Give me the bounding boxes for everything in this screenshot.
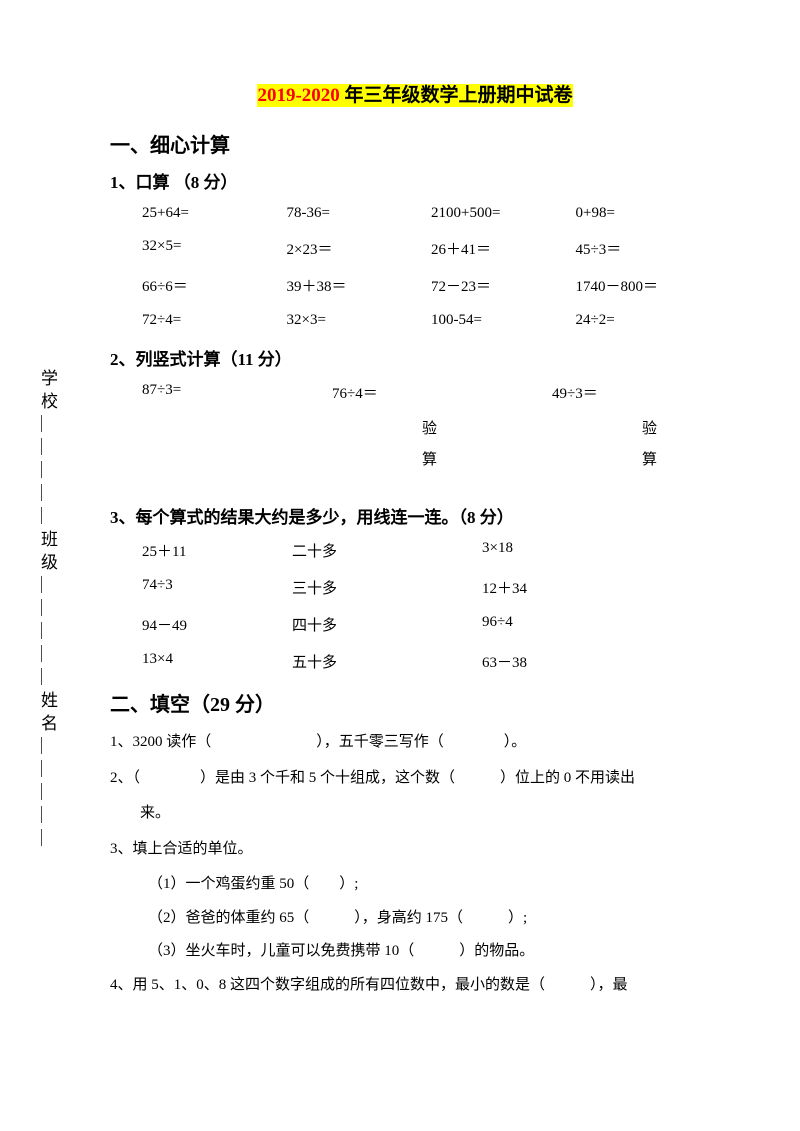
q1-cell: 32×5=	[142, 238, 287, 259]
q1-row-4: 72÷4= 32×3= 100-54= 24÷2=	[110, 312, 720, 329]
q3-heading: 3、每个算式的结果大约是多少，用线连一连。（8 分）	[110, 503, 720, 528]
q1-row-2: 32×5= 2×23＝ 26＋41＝ 45÷3＝	[110, 238, 720, 259]
q2-cell: 76÷4＝	[332, 382, 552, 403]
q2-verify-1: 验 验	[110, 417, 720, 438]
section-1-heading: 一、细心计算	[110, 129, 720, 158]
q1-cell: 0+98=	[576, 205, 721, 222]
q1-cell: 45÷3＝	[576, 238, 721, 259]
page-title: 2019-2020 年三年级数学上册期中试卷	[110, 80, 720, 107]
q2-verify-cell: 验	[422, 417, 642, 438]
q3-cell: 三十多	[292, 577, 482, 598]
q3-row-1: 25＋11 二十多 3×18	[110, 540, 720, 561]
q1-cell: 25+64=	[142, 205, 287, 222]
section-2-heading: 二、填空（29 分）	[110, 688, 720, 717]
q3-cell: 3×18	[482, 540, 632, 561]
q2-cell: 49÷3＝	[552, 382, 702, 403]
fill-sub-3: （3）坐火车时，儿童可以免费携带 10（ ）的物品。	[110, 936, 720, 968]
q1-cell: 78-36=	[287, 205, 432, 222]
q3-row-4: 13×4 五十多 63－38	[110, 651, 720, 672]
q1-cell: 72－23＝	[431, 275, 576, 296]
q3-cell: 94－49	[142, 614, 292, 635]
q1-cell: 24÷2=	[576, 312, 721, 329]
q3-row-3: 94－49 四十多 96÷4	[110, 614, 720, 635]
q1-cell: 1740－800＝	[576, 275, 721, 296]
q1-cell: 32×3=	[287, 312, 432, 329]
q3-cell: 12＋34	[482, 577, 632, 598]
fill-item-3: 3、填上合适的单位。	[110, 834, 720, 866]
q2-verify-cell: 算	[422, 448, 642, 469]
q2-row: 87÷3= 76÷4＝ 49÷3＝	[110, 382, 720, 403]
q3-cell: 25＋11	[142, 540, 292, 561]
q2-verify-cell: 算	[642, 448, 657, 469]
q1-cell: 66÷6＝	[142, 275, 287, 296]
fill-item-2-cont: 来。	[110, 798, 720, 830]
q1-cell: 72÷4=	[142, 312, 287, 329]
q3-cell: 96÷4	[482, 614, 632, 635]
q1-cell: 39＋38＝	[287, 275, 432, 296]
fill-item-1: 1、3200 读作（ ），五千零三写作（ ）。	[110, 727, 720, 759]
fill-sub-2: （2）爸爸的体重约 65（ ），身高约 175（ ）;	[110, 903, 720, 935]
q3-cell: 74÷3	[142, 577, 292, 598]
exam-page: 2019-2020 年三年级数学上册期中试卷 一、细心计算 1、口算 （8 分）…	[0, 0, 800, 1001]
q1-cell: 100-54=	[431, 312, 576, 329]
q3-row-2: 74÷3 三十多 12＋34	[110, 577, 720, 598]
fill-item-4: 4、用 5、1、0、8 这四个数字组成的所有四位数中，最小的数是（ ），最	[110, 970, 720, 1002]
q1-row-3: 66÷6＝ 39＋38＝ 72－23＝ 1740－800＝	[110, 275, 720, 296]
fill-item-2: 2、（ ）是由 3 个千和 5 个十组成，这个数（ ）位上的 0 不用读出	[110, 763, 720, 795]
q2-verify-2: 算 算	[110, 448, 720, 469]
q1-heading: 1、口算 （8 分）	[110, 168, 720, 193]
q3-cell: 五十多	[292, 651, 482, 672]
q1-cell: 2×23＝	[287, 238, 432, 259]
q2-cell: 87÷3=	[142, 382, 332, 403]
q1-cell: 26＋41＝	[431, 238, 576, 259]
q3-cell: 四十多	[292, 614, 482, 635]
q2-verify-cell	[142, 417, 422, 438]
q3-cell: 63－38	[482, 651, 632, 672]
q3-cell: 二十多	[292, 540, 482, 561]
q3-cell: 13×4	[142, 651, 292, 672]
fill-sub-1: （1）一个鸡蛋约重 50（ ）;	[110, 869, 720, 901]
title-rest: 年三年级数学上册期中试卷	[340, 84, 573, 107]
title-year: 2019-2020	[257, 84, 339, 107]
q1-cell: 2100+500=	[431, 205, 576, 222]
q1-row-1: 25+64= 78-36= 2100+500= 0+98=	[110, 205, 720, 222]
q2-heading: 2、列竖式计算（11 分）	[110, 345, 720, 370]
q2-verify-cell: 验	[642, 417, 657, 438]
q2-verify-cell	[142, 448, 422, 469]
